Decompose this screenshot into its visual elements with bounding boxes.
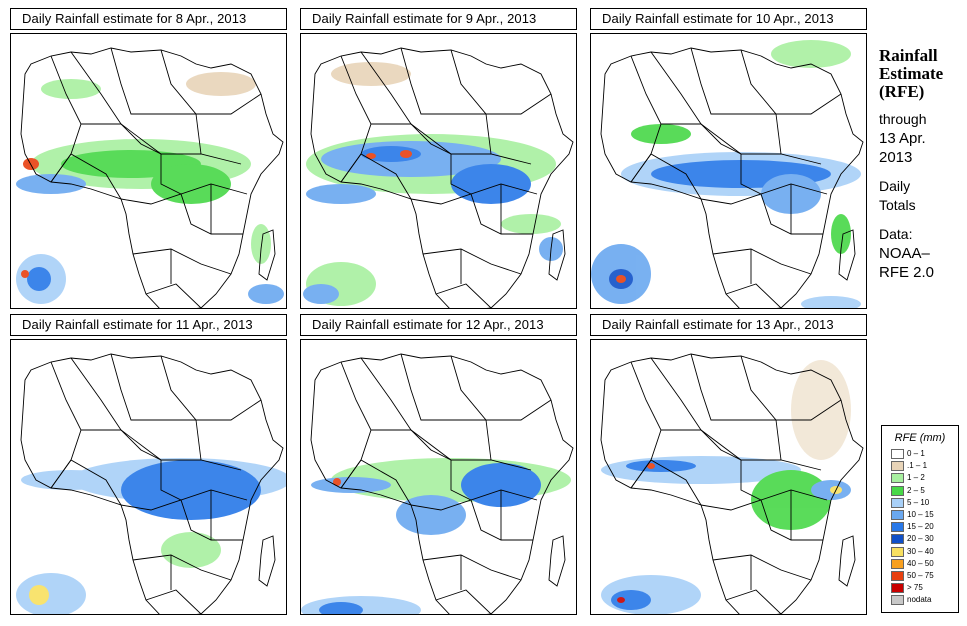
- legend-swatch: [891, 510, 904, 520]
- rainfall-map: [300, 33, 577, 309]
- legend-title: RFE (mm): [894, 432, 946, 444]
- through-label: through: [879, 111, 927, 127]
- rain-field: [301, 458, 571, 614]
- panel-title: Daily Rainfall estimate for 9 Apr., 2013: [300, 8, 577, 30]
- legend-item: 50 – 75: [891, 571, 957, 582]
- sidebar-title-line: Estimate: [879, 64, 944, 83]
- panel-title: Daily Rainfall estimate for 12 Apr., 201…: [300, 314, 577, 336]
- legend-item: .1 – 1: [891, 461, 957, 472]
- panel-title: Daily Rainfall estimate for 8 Apr., 2013: [10, 8, 287, 30]
- legend-item: 20 – 30: [891, 534, 957, 545]
- legend-item: 5 – 10: [891, 497, 957, 509]
- sidebar-title-line: (RFE): [879, 82, 925, 101]
- through-date: 13 Apr.: [879, 130, 926, 147]
- rain-field: [16, 72, 284, 304]
- legend-label: nodata: [907, 595, 932, 605]
- legend-label: 15 – 20: [907, 522, 934, 532]
- rainfall-map: [10, 33, 287, 309]
- legend-item: 2 – 5: [891, 485, 957, 497]
- through-year: 2013: [879, 149, 913, 166]
- legend-swatch: [891, 595, 904, 606]
- data-label: Data:: [879, 226, 913, 242]
- legend-swatch: [891, 583, 904, 594]
- rainfall-map: [10, 339, 287, 615]
- legend-swatch: [891, 473, 904, 484]
- rain-field: [601, 360, 851, 614]
- rainfall-map: [300, 339, 577, 615]
- legend-swatch: [891, 558, 904, 569]
- data-source: NOAA–: [879, 245, 930, 262]
- legend-item: 15 – 20: [891, 522, 957, 533]
- legend-item: 30 – 40: [891, 546, 957, 558]
- legend-swatch: [891, 461, 904, 472]
- legend-label: 1 – 2: [907, 473, 925, 483]
- legend-label: 2 – 5: [907, 485, 925, 495]
- rainfall-map: [590, 33, 867, 309]
- legend-swatch: [891, 485, 904, 496]
- daily-label: Daily: [879, 178, 911, 194]
- panel-title: Daily Rainfall estimate for 13 Apr., 201…: [590, 314, 867, 336]
- legend-item: > 75: [891, 583, 957, 594]
- legend-label: > 75: [907, 583, 923, 593]
- legend-item: 10 – 15: [891, 510, 957, 521]
- legend-swatch: [891, 449, 904, 459]
- legend-swatch: [891, 522, 904, 533]
- legend-item: 0 – 1: [891, 449, 957, 460]
- legend-item: 40 – 50: [891, 558, 957, 570]
- legend-label: 50 – 75: [907, 571, 934, 580]
- legend-label: .1 – 1: [907, 461, 928, 471]
- legend-swatch: [891, 497, 904, 508]
- legend-label: 5 – 10: [907, 497, 930, 507]
- panel-title: Daily Rainfall estimate for 10 Apr., 201…: [590, 8, 867, 30]
- legend-label: 10 – 15: [907, 510, 934, 519]
- legend-item: nodata: [891, 595, 957, 606]
- rain-field: [303, 62, 563, 306]
- data-version: RFE 2.0: [879, 264, 935, 281]
- sidebar-info: Rainfall Estimate (RFE) through 13 Apr. …: [879, 47, 965, 282]
- legend: RFE (mm) 0 – 1 .1 – 1 1 – 2 2 – 5 5 – 10 10 –…: [881, 425, 959, 613]
- legend-swatch: [891, 546, 904, 557]
- totals-label: Totals: [879, 197, 916, 213]
- legend-swatch: [891, 571, 904, 581]
- legend-label: 0 – 1: [907, 449, 925, 458]
- legend-label: 40 – 50: [907, 558, 934, 568]
- rain-field: [16, 458, 286, 614]
- rain-field: [591, 40, 861, 308]
- rainfall-map: [590, 339, 867, 615]
- legend-label: 30 – 40: [907, 546, 934, 556]
- panel-title: Daily Rainfall estimate for 11 Apr., 201…: [10, 314, 287, 336]
- legend-label: 20 – 30: [907, 534, 934, 544]
- legend-item: 1 – 2: [891, 473, 957, 484]
- sidebar-title-line: Rainfall: [879, 46, 938, 65]
- legend-swatch: [891, 534, 904, 545]
